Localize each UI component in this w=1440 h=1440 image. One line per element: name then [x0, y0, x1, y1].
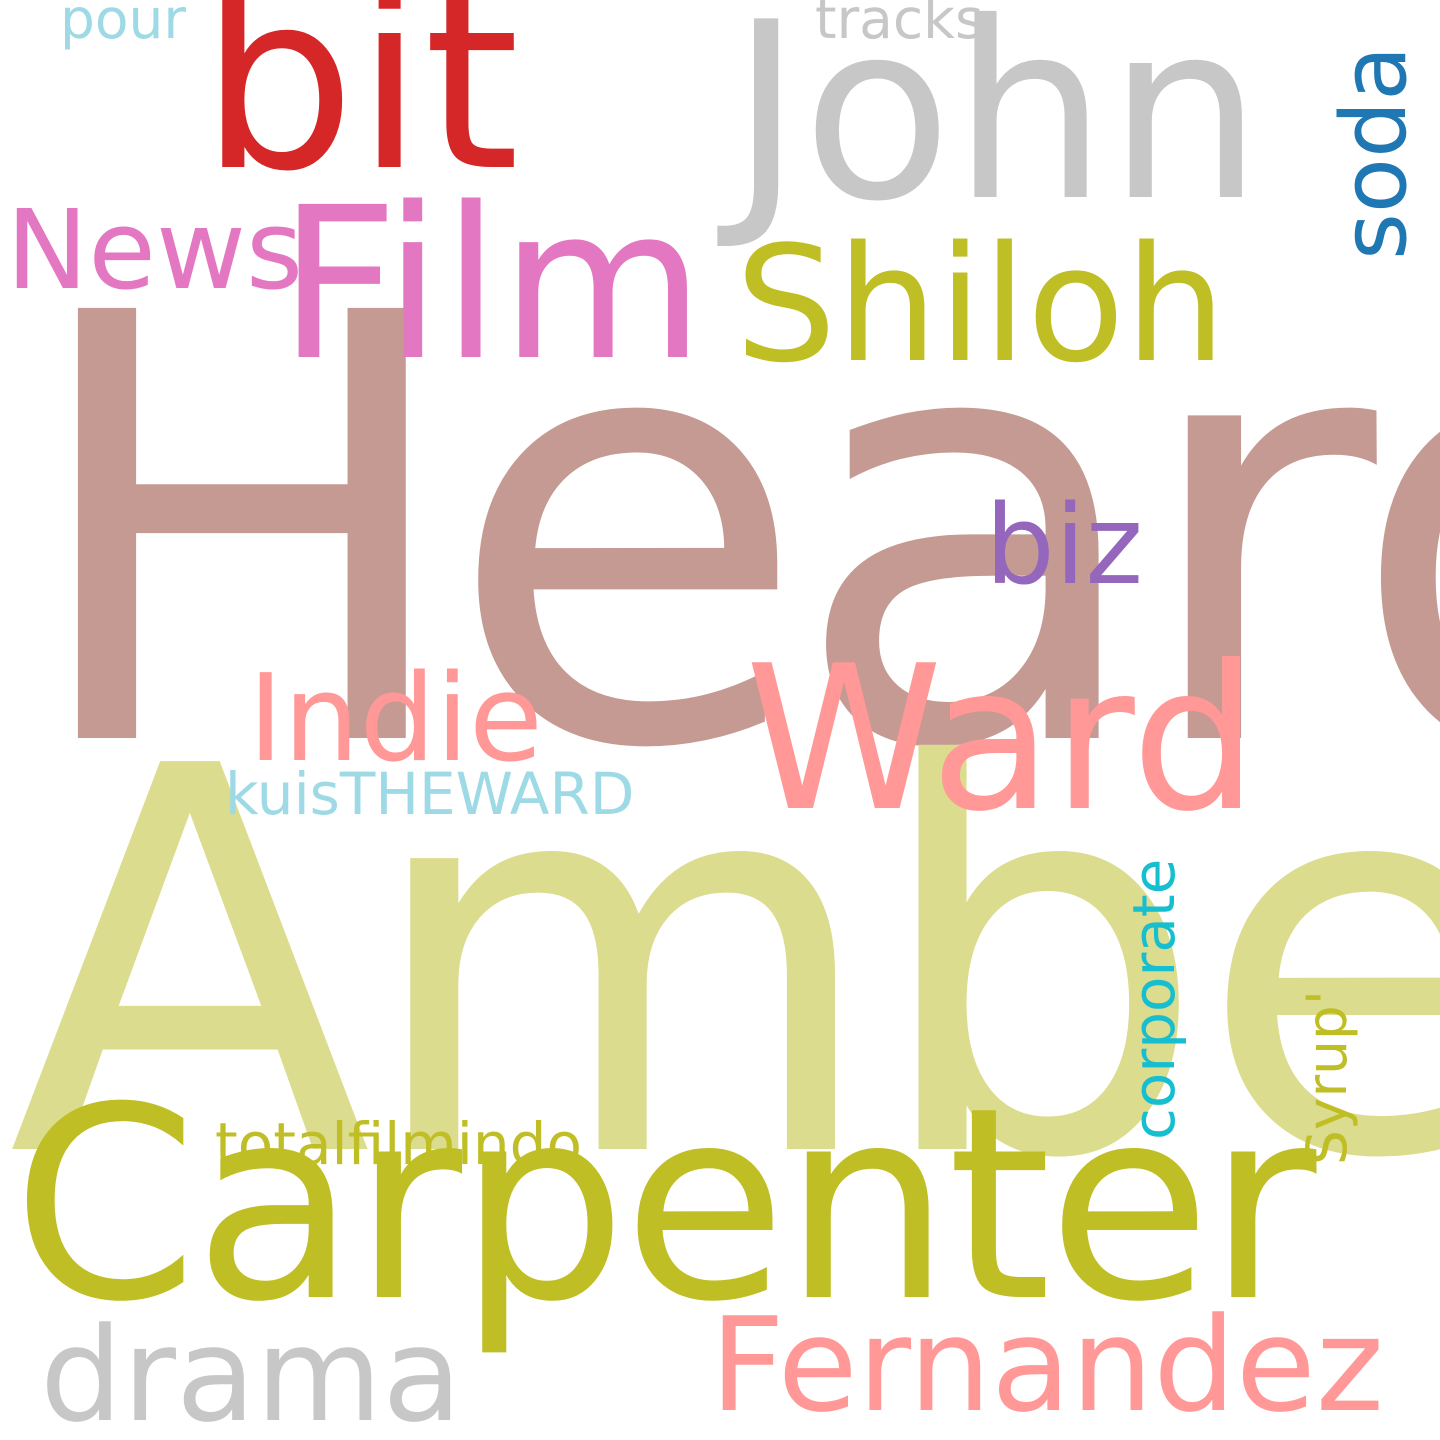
word-heard: Heard	[20, 191, 1440, 878]
word-kuistheward: kuisTHEWARD	[225, 760, 635, 828]
word-drama: drama	[40, 1299, 462, 1440]
word-soda: soda	[1322, 45, 1427, 260]
word-corporate: corporate	[1120, 858, 1188, 1140]
word-john: John	[730, 0, 1263, 255]
word-fernandez: Fernandez	[710, 1289, 1384, 1440]
word-film: Film	[278, 162, 705, 407]
word-tracks: tracks	[815, 0, 984, 51]
word-carpenter: Carpenter	[12, 1050, 1316, 1360]
word-indie: Indie	[248, 650, 543, 789]
word-news: News	[6, 186, 304, 314]
word-shiloh: Shiloh	[735, 211, 1227, 398]
word-ward: Ward	[745, 623, 1259, 856]
word-syrup: Syrup'	[1295, 990, 1359, 1165]
word-pour: pour	[60, 0, 187, 51]
word-amber: Amber	[8, 656, 1440, 1275]
word-totalfilmindo: totalfilmindo	[215, 1110, 582, 1178]
word-biz: biz	[985, 481, 1144, 609]
word-bit: bit	[200, 0, 520, 225]
